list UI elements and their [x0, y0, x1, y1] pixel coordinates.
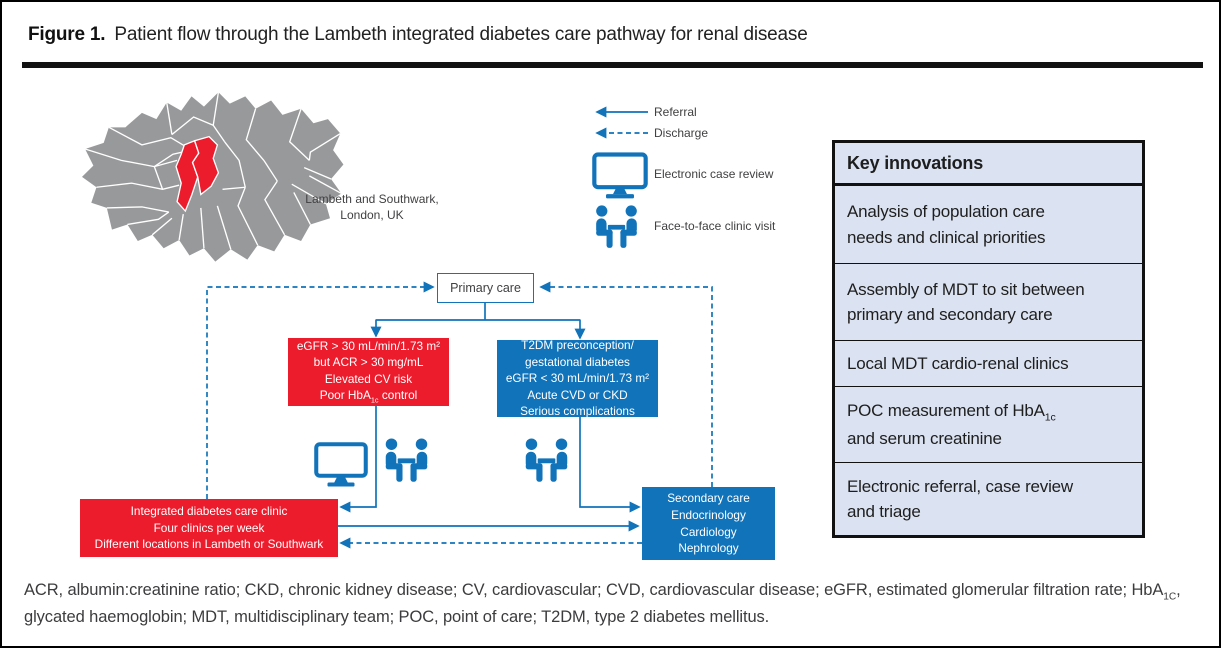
primary-care-label: Primary care: [450, 281, 521, 295]
legend-electronic-case-review-label: Electronic case review: [654, 167, 774, 181]
blue-criteria-box: T2DM preconception/ gestational diabetes…: [497, 338, 658, 419]
arrow-bluecriteria-to-secondary: [579, 417, 641, 513]
face-to-face-icon: [380, 437, 433, 485]
secondary-line2: Endocrinology: [671, 507, 746, 522]
innovation-row: Analysis of population care needs and cl…: [835, 186, 1142, 264]
face-to-face-icon: [520, 437, 573, 485]
london-boroughs-map: [82, 92, 344, 262]
figure-title-text: Patient flow through the Lambeth integra…: [114, 24, 808, 45]
map-label-line1: Lambeth and Southwark,: [305, 192, 439, 206]
borough-boundaries: [84, 92, 342, 250]
title-divider-rule: [22, 62, 1203, 68]
innovation-row: Assembly of MDT to sit between primary a…: [835, 264, 1142, 341]
red-criteria-box: eGFR > 30 mL/min/1.73 m² but ACR > 30 mg…: [288, 338, 449, 406]
primary-care-box: Primary care: [437, 273, 534, 303]
clinic-line1: Integrated diabetes care clinic: [130, 504, 288, 519]
map-label: Lambeth and Southwark, London, UK: [296, 191, 448, 223]
clinic-line3: Different locations in Lambeth or Southw…: [94, 537, 324, 552]
secondary-line3: Cardiology: [680, 524, 737, 539]
red-criteria-line2: but ACR > 30 mg/mL: [313, 355, 424, 370]
clinic-line2: Four clinics per week: [153, 520, 265, 535]
figure-caption-title: Figure 1. Patient flow through the Lambet…: [28, 24, 808, 46]
blue-criteria-line1: T2DM preconception/: [521, 338, 634, 353]
legend-discharge-label: Discharge: [654, 126, 709, 140]
blue-criteria-line5: Serious complications: [520, 404, 635, 419]
map-label-line2: London, UK: [340, 208, 404, 223]
red-criteria-line3: Elevated CV risk: [324, 371, 413, 386]
red-criteria-line1: eGFR > 30 mL/min/1.73 m²: [296, 338, 441, 353]
blue-criteria-line2: gestational diabetes: [525, 354, 630, 369]
lambeth-southwark-highlight: [175, 135, 220, 213]
key-innovations-table: Key innovations Analysis of population c…: [832, 140, 1145, 538]
face-to-face-icon: [588, 205, 645, 250]
legend-referral-label: Referral: [654, 105, 697, 119]
secondary-care-box: Secondary care Endocrinology Cardiology …: [642, 487, 775, 560]
secondary-line1: Secondary care: [667, 491, 750, 506]
blue-criteria-line4: Acute CVD or CKD: [527, 387, 628, 402]
blue-criteria-line3: eGFR < 30 mL/min/1.73 m²: [505, 371, 650, 386]
innovation-row: Electronic referral, case review and tri…: [847, 476, 1074, 522]
monitor-icon: [314, 441, 368, 488]
monitor-icon: [592, 152, 648, 199]
legend-face-to-face-label: Face-to-face clinic visit: [654, 219, 776, 233]
innovation-row: Local MDT cardio-renal clinics: [835, 341, 1142, 387]
innovation-row: POC measurement of HbA1c and serum creat…: [835, 387, 1142, 463]
integrated-clinic-box: Integrated diabetes care clinic Four cli…: [80, 499, 338, 557]
secondary-line4: Nephrology: [678, 541, 739, 556]
key-innovations-header: Key innovations: [835, 143, 1142, 186]
red-criteria-line4: Poor HbA1c control: [319, 388, 418, 405]
figure-number: Figure 1.: [28, 24, 106, 45]
abbreviations-footnote: ACR, albumin:creatinine ratio; CKD, chro…: [24, 581, 1181, 627]
